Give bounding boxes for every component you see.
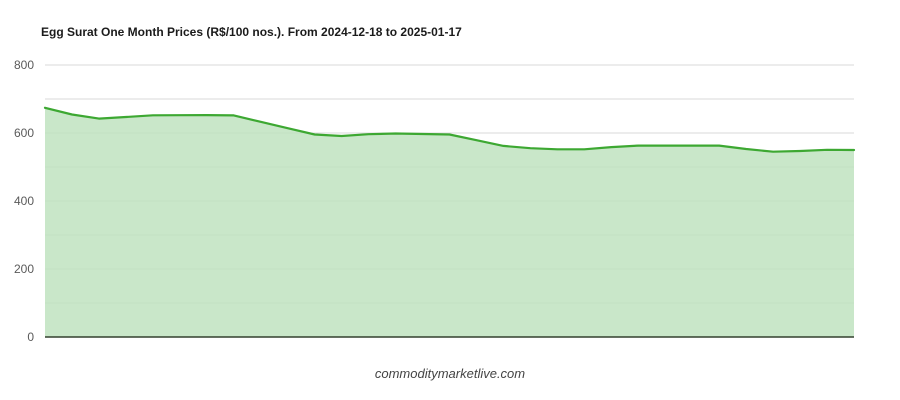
svg-text:800: 800 [14,58,34,72]
svg-text:600: 600 [14,126,34,140]
svg-text:400: 400 [14,194,34,208]
svg-text:0: 0 [27,330,34,344]
svg-text:200: 200 [14,262,34,276]
